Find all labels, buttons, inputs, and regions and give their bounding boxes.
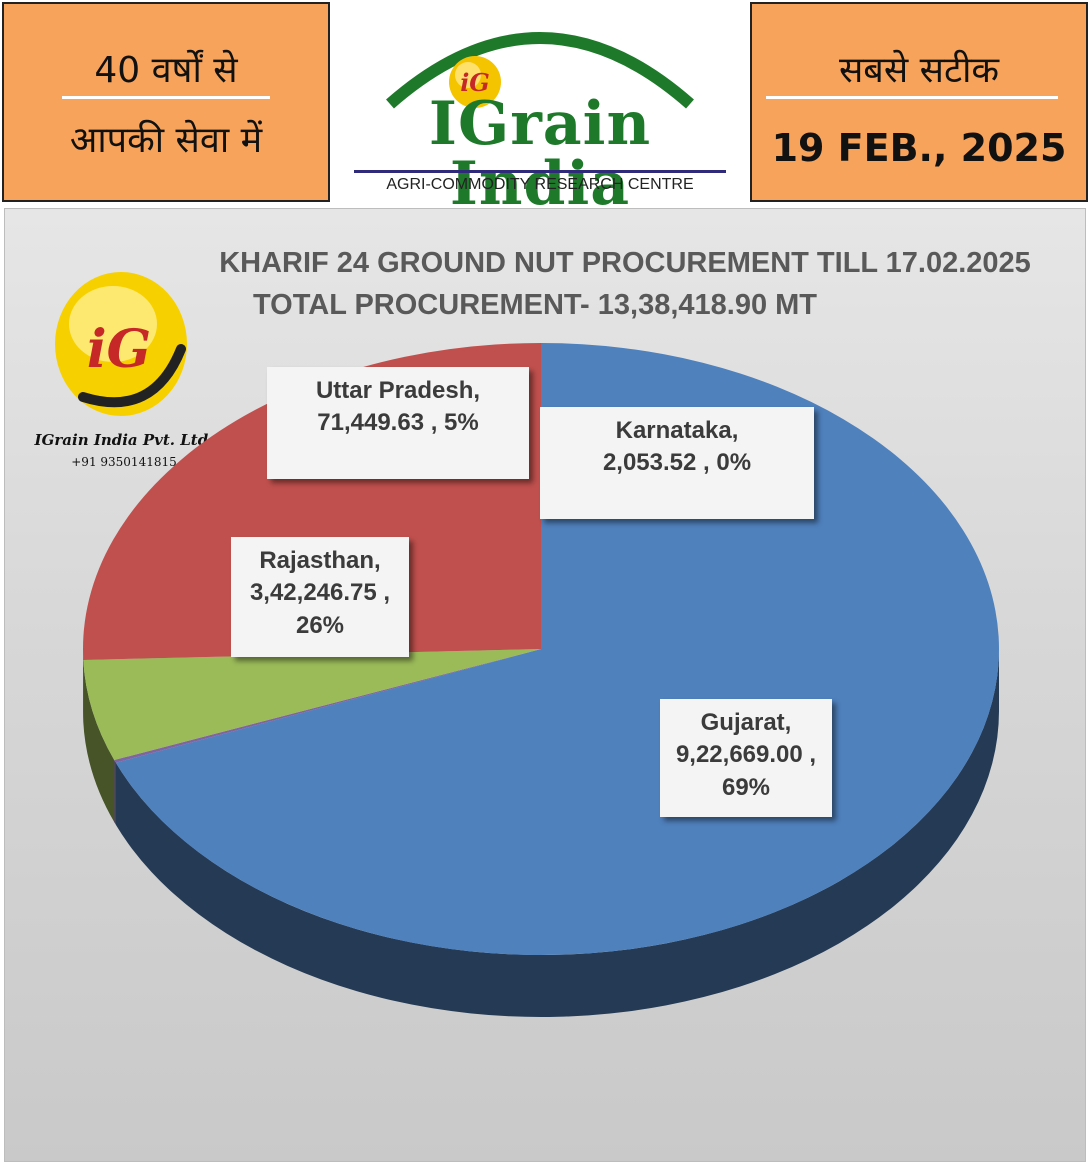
accuracy-slogan: सबसे सटीक bbox=[838, 50, 1000, 91]
brand-name: IGrain India bbox=[428, 89, 652, 219]
data-label-karnataka: Karnataka, 2,053.52 , 0% bbox=[540, 407, 814, 519]
watermark-logo-icon: iG bbox=[55, 272, 187, 416]
data-label-uttar-pradesh: Uttar Pradesh, 71,449.63 , 5% bbox=[267, 367, 529, 479]
data-label-text: Karnataka, 2,053.52 , 0% bbox=[602, 417, 752, 477]
pie-chart bbox=[83, 343, 1000, 1017]
data-label-rajasthan: Rajasthan, 3,42,246.75 , 26% bbox=[231, 537, 409, 657]
chart-panel: KHARIF 24 GROUND NUT PROCUREMENT TILL 17… bbox=[4, 208, 1086, 1162]
chart-title: KHARIF 24 GROUND NUT PROCUREMENT TILL 17… bbox=[219, 247, 1031, 279]
data-label-text: Rajasthan, 3,42,246.75 , 26% bbox=[249, 547, 391, 639]
pie-side-karnataka bbox=[114, 760, 116, 825]
logo-arch-icon bbox=[386, 32, 694, 109]
brand-tagline: AGRI-COMMODITY RESEARCH CENTRE bbox=[354, 170, 726, 194]
report-date: 19 FEB., 2025 bbox=[771, 126, 1067, 170]
chart-subtitle: TOTAL PROCUREMENT- 13,38,418.90 MT bbox=[252, 289, 818, 321]
brand-logo: iG IGrain India AGRI-COMMODITY RESEARCH … bbox=[332, 2, 748, 214]
data-label-text: Gujarat, 9,22,669.00 , 69% bbox=[675, 709, 817, 801]
logo-mark: iG bbox=[460, 68, 490, 97]
slogan-line-2: आपकी सेवा में bbox=[69, 120, 263, 161]
pie-slice-karnataka bbox=[114, 649, 541, 763]
watermark-phone: +91 9350141815 bbox=[71, 455, 177, 469]
slogan-line-1: 40 वर्षों से bbox=[94, 50, 238, 91]
pie-side-uttar-pradesh bbox=[83, 659, 115, 823]
header-banner: 40 वर्षों से आपकी सेवा में iG IGrain Ind… bbox=[0, 0, 1090, 214]
data-label-text: Uttar Pradesh, 71,449.63 , 5% bbox=[315, 377, 481, 437]
watermark-company-name: IGrain India Pvt. Ltd. bbox=[34, 431, 214, 449]
left-slogan-box: 40 वर्षों से आपकी सेवा में bbox=[2, 2, 330, 202]
brand-logo-graphic: iG bbox=[386, 32, 694, 109]
watermark-logo-mark: iG bbox=[87, 319, 151, 380]
right-date-box: सबसे सटीक 19 FEB., 2025 bbox=[750, 2, 1088, 202]
pie-slice-uttar-pradesh bbox=[83, 649, 541, 761]
slogan-divider bbox=[62, 96, 270, 99]
date-divider bbox=[766, 96, 1058, 99]
pie-side-gujarat bbox=[115, 649, 999, 1017]
data-label-gujarat: Gujarat, 9,22,669.00 , 69% bbox=[660, 699, 832, 817]
